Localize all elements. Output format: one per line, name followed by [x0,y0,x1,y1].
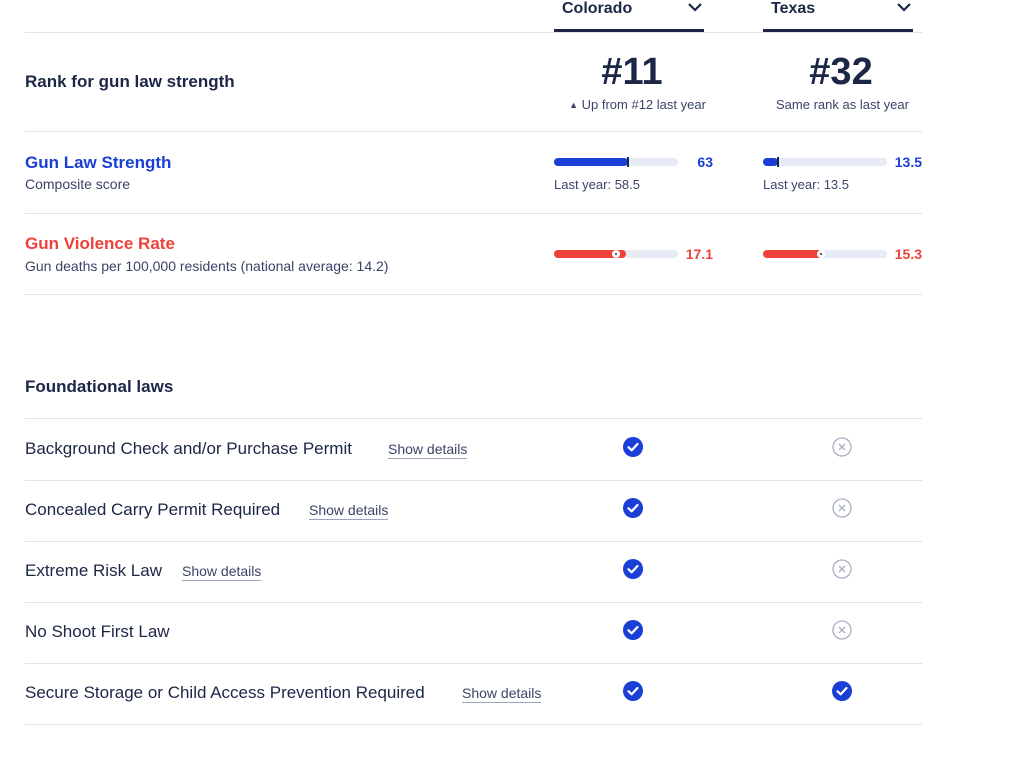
rank-change-text: Up from #12 last year [581,97,706,112]
colorado-strength-value: 63 [697,154,713,170]
x-circle-icon [832,620,852,640]
rank-label: Rank for gun law strength [25,72,235,91]
law-name: Concealed Carry Permit Required [25,500,281,519]
last-year-marker [777,157,779,167]
texas-strength-value: 13.5 [894,154,922,170]
chevron-down-icon [897,3,911,12]
law-name: Extreme Risk Law [25,561,162,580]
divider [25,418,922,419]
divider [25,32,922,33]
up-arrow-icon: ▲ [569,100,578,110]
divider [25,663,922,664]
divider [25,294,922,295]
foundational-laws-heading: Foundational laws [25,377,174,396]
show-details-link[interactable]: Show details [309,502,389,520]
gun-law-strength-title-text: Gun Law Strength [25,153,172,172]
bar-dot [817,250,825,258]
colorado-strength-last-year: Last year: 58.5 [554,177,640,192]
texas-rank-note: Same rank as last year [776,97,909,112]
texas-violence-value: 15.3 [894,246,922,262]
x-circle-icon [832,498,852,518]
chevron-down-icon [688,3,702,12]
law-name: No Shoot First Law [25,622,170,641]
state-select-label: Texas [771,0,816,17]
divider [25,541,922,542]
check-icon [623,681,643,701]
divider [25,602,922,603]
x-circle-icon [832,437,852,457]
last-year-marker [627,157,629,167]
show-details-link[interactable]: Show details [182,563,262,581]
state-select-colorado[interactable]: Colorado [554,0,704,32]
state-select-label: Colorado [562,0,633,17]
divider [25,480,922,481]
law-name: Secure Storage or Child Access Preventio… [25,683,425,702]
texas-strength-bar [763,157,887,167]
colorado-violence-value: 17.1 [685,246,713,262]
divider [25,213,922,214]
x-circle-icon [832,559,852,579]
bar-fill [763,158,778,166]
check-icon [623,437,643,457]
bar-fill [554,250,626,258]
check-icon [623,498,643,518]
texas-violence-bar [763,250,887,258]
bar-fill [763,250,823,258]
divider [25,724,922,725]
law-name: Background Check and/or Purchase Permit [25,439,352,458]
check-icon [623,620,643,640]
divider [25,131,922,132]
texas-rank: #32 [809,51,873,93]
gun-violence-rate-subtitle: Gun deaths per 100,000 residents (nation… [25,258,389,274]
bar-dot [612,250,620,258]
show-details-link[interactable]: Show details [462,685,542,703]
texas-strength-last-year: Last year: 13.5 [763,177,849,192]
gun-violence-rate-title: Gun Violence Rate [25,234,175,253]
colorado-strength-bar [554,157,678,167]
colorado-rank-note: ▲ Up from #12 last year [550,97,725,112]
show-details-link[interactable]: Show details [388,441,468,459]
bar-fill [554,158,628,166]
check-icon [832,681,852,701]
state-select-texas[interactable]: Texas [763,0,913,32]
colorado-violence-bar [554,250,678,258]
colorado-rank: #11 [601,51,663,93]
gun-law-strength-title: Gun Law Strength [25,153,171,173]
gun-law-strength-subtitle: Composite score [25,176,131,192]
check-icon [623,559,643,579]
